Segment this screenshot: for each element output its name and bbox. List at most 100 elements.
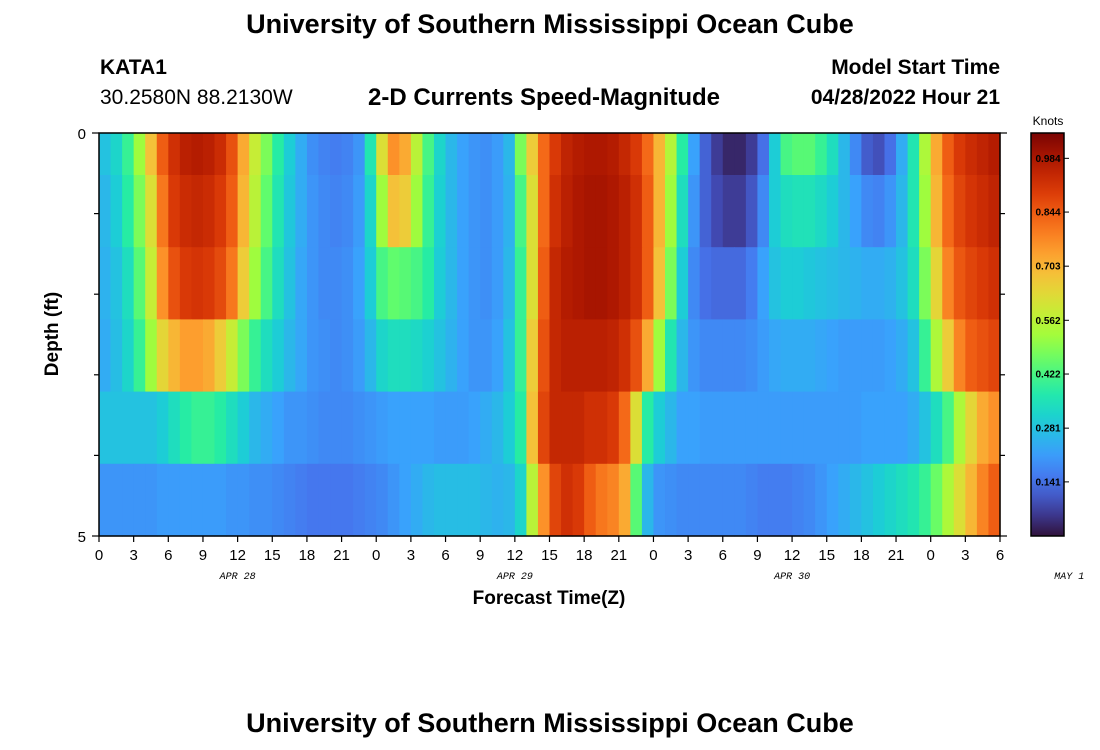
heatmap-cell <box>457 319 470 393</box>
heatmap-cell <box>122 133 135 176</box>
heatmap-cell <box>191 175 204 248</box>
heatmap-cell <box>572 319 585 393</box>
heatmap-cell <box>768 319 782 393</box>
colorbar-tick-label: 0.844 <box>1035 208 1060 219</box>
heatmap-cell <box>595 247 608 320</box>
heatmap-cell <box>387 247 400 320</box>
heatmap-cell <box>815 175 828 248</box>
heatmap-cell <box>318 175 331 248</box>
heatmap-cell <box>376 133 389 176</box>
heatmap-cell <box>988 247 1001 320</box>
heatmap-cell <box>861 463 874 537</box>
heatmap-cell <box>457 391 470 465</box>
heatmap-cell <box>168 463 181 537</box>
heatmap-cell <box>942 175 955 248</box>
heatmap-cell <box>561 391 574 465</box>
heatmap-cell <box>976 175 990 248</box>
x-tick-label: 6 <box>719 547 727 564</box>
heatmap-cell <box>110 133 123 176</box>
heatmap-cell <box>676 133 689 176</box>
heatmap-cell <box>884 247 897 320</box>
heatmap-cell <box>988 463 1001 537</box>
heatmap-cell <box>468 133 481 176</box>
heatmap-cell <box>249 247 262 320</box>
heatmap-cell <box>919 319 932 393</box>
heatmap-cell <box>433 463 447 537</box>
heatmap-cell <box>318 319 331 393</box>
heatmap-cell <box>572 175 585 248</box>
x-tick-label: 12 <box>229 547 246 564</box>
heatmap-cell <box>803 463 816 537</box>
heatmap-cell <box>572 463 585 537</box>
heatmap-cell <box>688 133 701 176</box>
heatmap-cell <box>919 133 932 176</box>
y-axis-label: Depth (ft) <box>42 292 63 376</box>
heatmap-cell <box>433 319 447 393</box>
heatmap-cell <box>526 175 539 248</box>
heatmap-cell <box>757 247 770 320</box>
heatmap-cell <box>503 247 516 320</box>
heatmap-cell <box>930 133 943 176</box>
date-label: APR 29 <box>496 572 533 583</box>
heatmap-cell <box>838 133 851 176</box>
heatmap-cell <box>630 463 643 537</box>
heatmap-cell <box>364 463 377 537</box>
heatmap-cell <box>907 463 920 537</box>
heatmap-cell <box>526 391 539 465</box>
heatmap-cell <box>179 133 193 176</box>
heatmap-cell <box>676 247 689 320</box>
heatmap-cell <box>433 133 447 176</box>
heatmap-cell <box>965 391 978 465</box>
heatmap-cell <box>641 247 655 320</box>
heatmap-cell <box>122 175 135 248</box>
x-tick-label: 3 <box>684 547 692 564</box>
heatmap-cell <box>353 463 366 537</box>
heatmap-cell <box>491 133 504 176</box>
heatmap-cell <box>168 247 181 320</box>
heatmap-cell <box>99 319 112 393</box>
heatmap-cell <box>260 319 273 393</box>
heatmap-cell <box>595 133 608 176</box>
heatmap-cell <box>480 133 493 176</box>
heatmap-cell <box>780 133 793 176</box>
heatmap-cell <box>942 133 955 176</box>
heatmap-cell <box>838 247 851 320</box>
heatmap-cell <box>237 319 250 393</box>
heatmap-cell <box>156 175 169 248</box>
heatmap-cell <box>584 175 597 248</box>
heatmap-cell <box>330 463 343 537</box>
heatmap-cell <box>260 391 273 465</box>
heatmap-cell <box>514 391 527 465</box>
x-tick-label: 12 <box>784 547 801 564</box>
heatmap-cell <box>861 247 874 320</box>
heatmap-cell <box>514 247 527 320</box>
heatmap-cell <box>226 247 239 320</box>
heatmap-cell <box>457 175 470 248</box>
heatmap-cell <box>226 319 239 393</box>
heatmap-cell <box>699 133 712 176</box>
heatmap-cell <box>768 463 782 537</box>
heatmap-cell <box>457 463 470 537</box>
heatmap-cell <box>942 319 955 393</box>
colorbar-tick-label: 0.703 <box>1035 262 1060 273</box>
heatmap-cell <box>965 175 978 248</box>
heatmap-cell <box>156 133 169 176</box>
heatmap-cell <box>676 391 689 465</box>
heatmap-cell <box>306 175 320 248</box>
heatmap-cell <box>653 319 666 393</box>
heatmap-cell <box>907 175 920 248</box>
heatmap-cell <box>849 391 862 465</box>
x-tick-label: 3 <box>407 547 415 564</box>
heatmap-cell <box>491 175 504 248</box>
heatmap-cell <box>433 247 447 320</box>
heatmap-cell <box>665 247 678 320</box>
heatmap-cell <box>907 319 920 393</box>
heatmap-cell <box>133 319 146 393</box>
date-label: MAY 1 <box>1054 572 1084 583</box>
heatmap-cell <box>249 133 262 176</box>
heatmap-cell <box>202 247 216 320</box>
heatmap-cell <box>283 247 296 320</box>
heatmap-cell <box>364 319 377 393</box>
heatmap-cell <box>676 175 689 248</box>
heatmap-cell <box>757 175 770 248</box>
